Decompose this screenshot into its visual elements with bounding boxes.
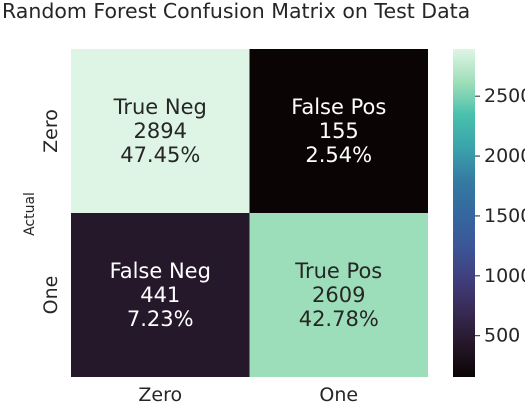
heatmap-cell-true-neg <box>71 49 250 213</box>
cell-true-pos-percent: 42.78% <box>299 307 379 331</box>
y-axis-label: Actual <box>22 192 38 236</box>
cell-false-neg-percent: 7.23% <box>127 307 194 331</box>
colorbar-gradient-bar <box>453 49 475 377</box>
heatmap-cell-false-pos <box>249 49 428 213</box>
heatmap-cell-false-neg <box>71 213 250 377</box>
row-tick-labels: Zero One <box>40 109 62 314</box>
col-tick-labels: Zero One <box>138 384 358 406</box>
heatmap-cell-true-pos <box>249 213 428 377</box>
chart-title: Random Forest Confusion Matrix on Test D… <box>2 0 470 23</box>
colorbar-tick-label-2500: 2500 <box>484 85 525 107</box>
cell-false-neg-label: False Neg <box>110 259 211 283</box>
row-tick-label-zero: Zero <box>40 109 62 153</box>
colorbar-tick-label-1500: 1500 <box>484 205 525 227</box>
cell-false-neg-count: 441 <box>140 283 180 307</box>
colorbar-ticks: 500 1000 1500 2000 2500 <box>475 85 525 347</box>
cell-true-neg-count: 2894 <box>134 119 187 143</box>
cell-false-pos-count: 155 <box>319 119 359 143</box>
col-tick-label-one: One <box>319 384 358 406</box>
row-tick-label-one: One <box>40 276 62 315</box>
colorbar-tick-label-500: 500 <box>484 325 520 347</box>
cell-true-pos-count: 2609 <box>312 283 365 307</box>
cell-true-pos-label: True Pos <box>294 259 382 283</box>
colorbar: 500 1000 1500 2000 2500 <box>453 49 525 377</box>
colorbar-tick-label-2000: 2000 <box>484 145 525 167</box>
cell-false-pos-percent: 2.54% <box>305 143 372 167</box>
cell-true-neg-percent: 47.45% <box>120 143 200 167</box>
cell-true-neg-label: True Neg <box>113 95 207 119</box>
col-tick-label-zero: Zero <box>138 384 182 406</box>
heatmap-cells <box>71 49 428 377</box>
cell-false-pos-label: False Pos <box>291 95 386 119</box>
colorbar-tick-label-1000: 1000 <box>484 265 525 287</box>
